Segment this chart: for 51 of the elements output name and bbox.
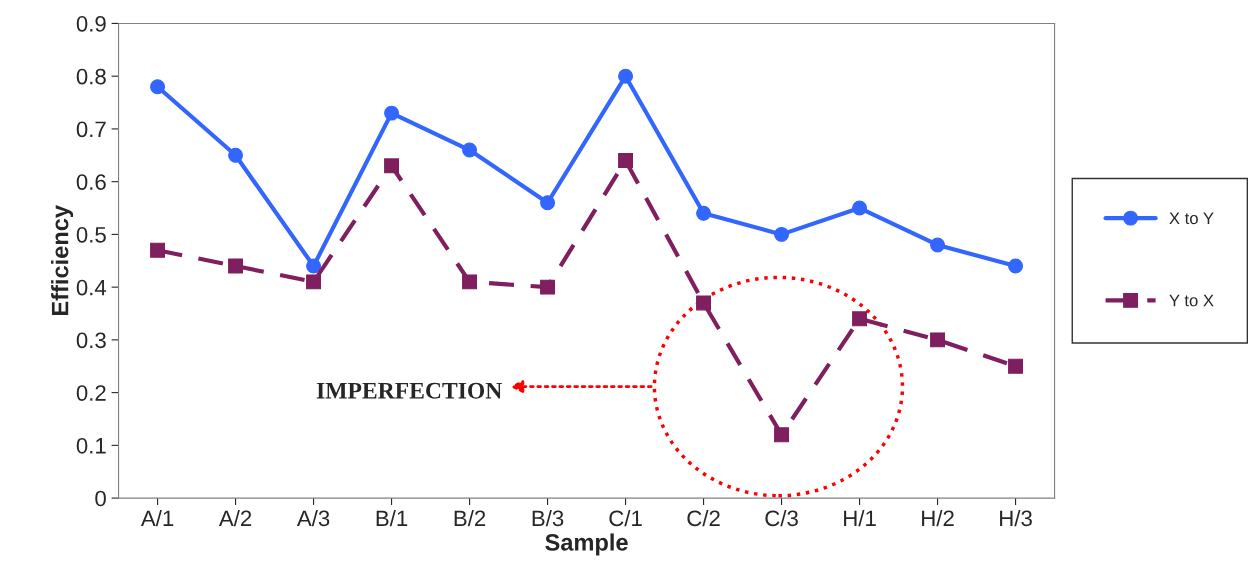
x-tick-label: H/2 [922,509,954,527]
annotation: IMPERFECTION [316,382,503,399]
point [696,205,712,221]
x-tick-label: C/1 [609,509,642,527]
x-tick-label: B/1 [376,509,408,527]
x-tick-label: H/3 [1000,509,1032,527]
point [540,279,556,295]
y-tick-label: 0.7 [76,121,106,138]
point [852,311,868,327]
x-tick-label: A/1 [140,509,174,527]
y-axis-title: Efficiency [51,205,74,315]
x-tick-label: A/2 [218,509,252,527]
point [150,242,166,258]
point [384,158,400,174]
y-tick-label: 0.6 [76,174,106,190]
y-tick-label: 0.4 [76,279,107,296]
point [1008,358,1024,374]
point [774,226,790,242]
point [618,153,634,169]
y-tick-label: 0 [95,490,106,507]
x-tick-label: C/3 [765,509,798,527]
point [150,79,166,95]
point [228,147,244,163]
y-tick-label: 0.9 [76,15,106,32]
point [774,427,790,443]
x-axis-title: Sample [545,533,628,556]
x-tick-label: B/3 [532,509,564,527]
point [696,295,712,311]
point [1008,258,1024,274]
point [852,200,868,216]
point [462,274,478,290]
legend-label: X to Y [1169,212,1214,225]
x-tick-label: B/2 [454,509,486,527]
x-tick-label: A/3 [296,509,330,527]
y-tick-label: 0.3 [76,332,106,349]
y-tick-label: 0.5 [76,226,106,243]
point [930,237,946,253]
y-tick-label: 0.1 [76,437,106,454]
point [228,258,244,274]
point [306,258,322,274]
point [384,105,400,121]
point [540,195,556,211]
point [306,274,322,290]
y-tick-label: 0.8 [76,68,106,85]
x-tick-label: C/2 [687,509,720,527]
legend-label: Y to X [1169,294,1214,307]
y-tick-label: 0.2 [76,385,106,401]
x-tick-label: H/1 [844,509,876,527]
point [462,142,478,158]
point [618,68,634,84]
point [930,332,946,348]
